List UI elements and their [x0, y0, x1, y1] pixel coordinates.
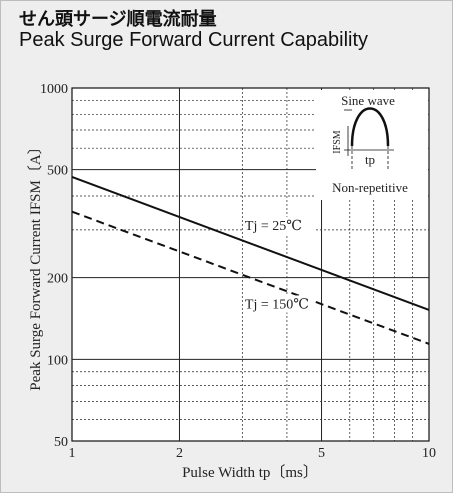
series-label-tj-150: Tj = 150℃	[245, 297, 309, 312]
inset-sine-curve	[350, 107, 390, 147]
x-tick-label: 2	[176, 446, 183, 461]
y-axis-label: Peak Surge Forward Current IFSM〔A〕	[27, 139, 44, 390]
series-line-tj-25	[71, 176, 430, 311]
y-tick-label: 200	[47, 272, 68, 287]
series-label-background	[243, 295, 314, 313]
x-tick-label: 10	[422, 446, 436, 461]
inset-ylabel: IFSM	[332, 130, 343, 153]
inset-caption: Non-repetitive	[332, 180, 408, 195]
x-tick-label: 5	[318, 446, 325, 461]
x-tick-label: 1	[69, 446, 76, 461]
y-tick-label: 500	[47, 164, 68, 179]
y-tick-label: 50	[54, 435, 68, 450]
inset: Sine wave IFSM tp Non-repetitive	[316, 90, 428, 200]
inset-title: Sine wave	[341, 93, 395, 108]
series-label-tj-25: Tj = 25℃	[245, 219, 302, 234]
y-tick-label: 100	[47, 353, 68, 368]
tick-labels: 1 2 5 10 50 100 200 500 1000	[40, 82, 436, 461]
series-group: Tj = 25℃ Tj = 150℃	[71, 176, 430, 345]
x-axis-label: Pulse Width tp〔ms〕	[182, 464, 318, 481]
y-tick-label: 1000	[40, 82, 68, 97]
chart-title-japanese: せん頭サージ順電流耐量	[19, 9, 217, 30]
chart-title-english: Peak Surge Forward Current Capability	[19, 29, 369, 51]
inset-xlabel: tp	[365, 152, 375, 167]
series-line-tj-150	[71, 210, 430, 345]
series-label-background	[243, 216, 314, 234]
